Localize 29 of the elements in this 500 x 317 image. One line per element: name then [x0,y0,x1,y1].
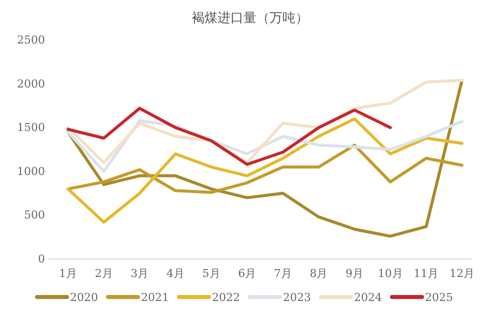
x-tick-label: 5月 [202,266,220,280]
x-tick-label: 4月 [166,266,184,280]
x-tick-label: 10月 [378,266,403,280]
x-tick-label: 3月 [130,266,149,280]
line-series [66,144,464,194]
chart-title: 褐煤进口量（万吨） [192,11,308,26]
y-tick-label: 1500 [17,121,45,134]
y-tick-label: 1000 [17,164,45,178]
legend-label: 2023 [283,291,311,304]
legend-label: 2025 [425,291,453,304]
x-tick-label: 2月 [94,266,113,280]
line-series [66,78,464,238]
x-tick-label: 9月 [346,266,364,280]
legend-label: 2020 [70,291,98,304]
y-tick-label: 2500 [17,34,45,47]
x-tick-label: 7月 [274,266,292,280]
legend-label: 2024 [354,291,382,304]
x-tick-label: 6月 [238,266,256,280]
x-tick-label: 8月 [310,266,328,280]
legend-label: 2021 [141,291,169,304]
line-series [66,117,464,224]
legend-label: 2022 [212,291,240,304]
y-tick-label: 2000 [17,77,45,90]
line-series [66,106,392,166]
x-tick-label: 11月 [414,266,439,280]
y-tick-label: 500 [24,208,45,222]
y-tick-label: 0 [38,252,45,266]
x-tick-label: 12月 [450,266,474,280]
x-tick-label: 1月 [59,266,77,280]
